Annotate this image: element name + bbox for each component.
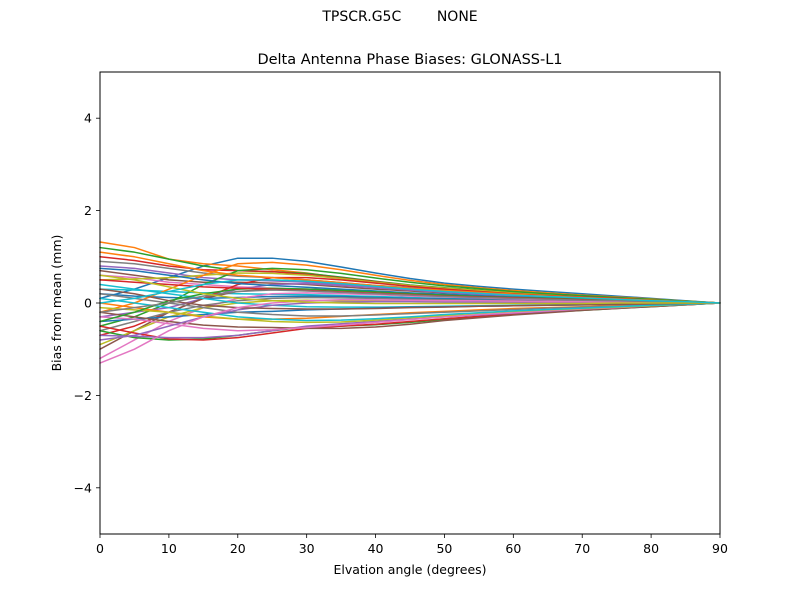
series-line-30 [99, 297, 721, 322]
x-axis-label: Elvation angle (degrees) [333, 562, 486, 577]
y-tick-label: −4 [74, 480, 92, 495]
x-tick-label: 60 [505, 541, 521, 556]
series-line-38 [99, 289, 721, 313]
series-line-39 [99, 274, 721, 305]
x-tick-label: 30 [299, 541, 315, 556]
x-tick-label: 10 [161, 541, 177, 556]
x-tick-label: 0 [96, 541, 104, 556]
x-tick-label: 90 [712, 541, 728, 556]
series-lines [99, 241, 721, 364]
x-tick-label: 80 [643, 541, 659, 556]
series-line-26 [99, 302, 721, 330]
x-tick-label: 40 [368, 541, 384, 556]
y-axis-label: Bias from mean (mm) [49, 235, 64, 372]
x-tick-label: 20 [230, 541, 246, 556]
x-axis-ticks: 0 10 20 30 40 50 60 70 80 90 [96, 534, 728, 556]
x-tick-label: 50 [436, 541, 452, 556]
figure-suptitle: TPSCR.G5C NONE [322, 9, 478, 25]
chart-title: Delta Antenna Phase Biases: GLONASS-L1 [257, 52, 562, 68]
y-axis-ticks: −4 −2 0 2 4 [74, 111, 100, 495]
y-tick-label: 2 [84, 203, 92, 218]
y-tick-label: 0 [84, 296, 92, 311]
x-tick-label: 70 [574, 541, 590, 556]
y-tick-label: −2 [74, 388, 92, 403]
y-tick-label: 4 [84, 111, 92, 126]
series-line-40 [99, 279, 721, 304]
series-line-37 [99, 299, 721, 364]
series-line-36 [99, 288, 721, 310]
